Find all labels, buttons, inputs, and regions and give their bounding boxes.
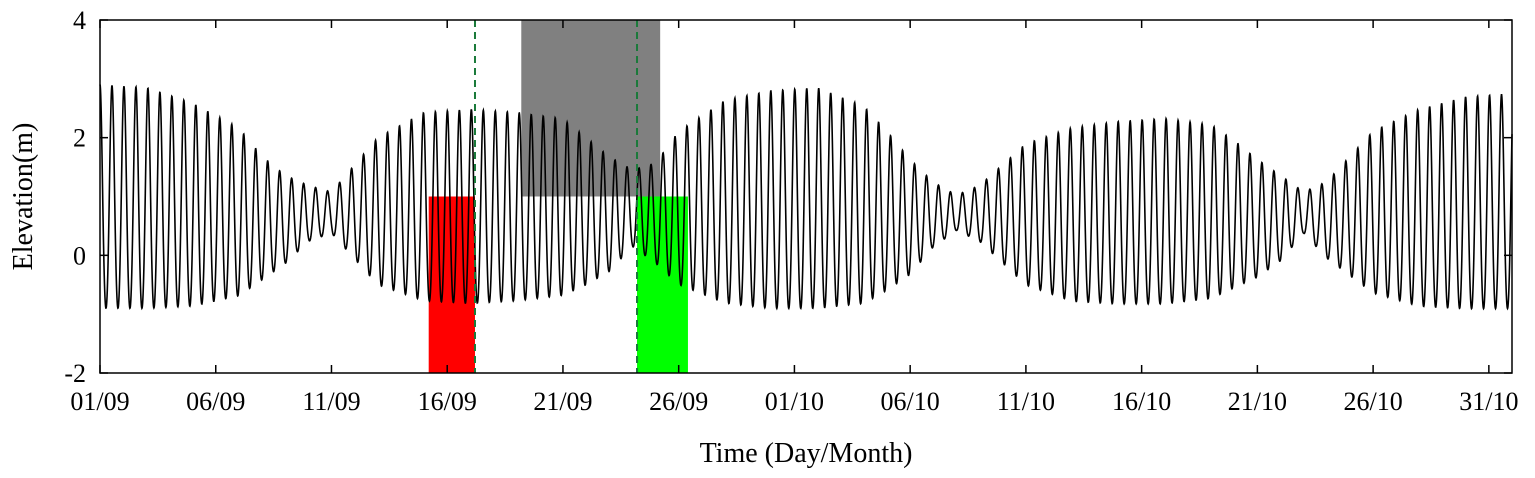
elevation-series-line-0 (99, 84, 1513, 311)
x-tick-label: 26/10 (1343, 387, 1402, 416)
y-tick-label: -2 (64, 359, 86, 388)
x-axis-label: Time (Day/Month) (700, 438, 913, 469)
x-tick-label: 01/09 (70, 387, 129, 416)
x-tick-label: 01/10 (765, 387, 824, 416)
vertical-markers (473, 20, 639, 373)
plot-frame (99, 19, 1513, 374)
x-tick-label: 21/10 (1228, 387, 1287, 416)
x-tick-label: 16/10 (1112, 387, 1171, 416)
y-tick-label: 2 (73, 124, 86, 153)
y-axis-label: Elevation(m) (8, 123, 39, 271)
x-axis-ticks: 01/09 06/09 11/09 16/09 21/09 26/09 01/10 06/10… (70, 20, 1518, 416)
x-tick-label: 11/10 (997, 387, 1055, 416)
y-tick-label: 4 (73, 6, 86, 35)
y-axis-ticks: -2 0 2 4 (64, 6, 1512, 388)
x-tick-label: 06/10 (881, 387, 940, 416)
series-group (99, 84, 1513, 311)
x-tick-label: 16/09 (418, 387, 477, 416)
green-box (637, 196, 688, 373)
x-tick-label: 11/09 (302, 387, 360, 416)
x-tick-label: 31/10 (1459, 387, 1518, 416)
x-tick-label: 26/09 (649, 387, 708, 416)
x-tick-label: 21/09 (533, 387, 592, 416)
y-tick-label: 0 (73, 241, 86, 270)
x-tick-label: 06/09 (186, 387, 245, 416)
